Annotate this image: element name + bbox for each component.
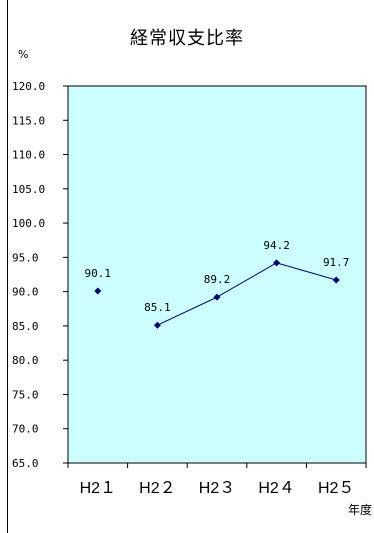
y-tick-label: 120.0 xyxy=(12,80,45,93)
y-tick-label: 80.0 xyxy=(12,354,39,367)
data-point-marker xyxy=(94,287,102,295)
data-label: 91.7 xyxy=(323,256,350,269)
data-series: 90.1 85.1 89.2 94.2 91.7 xyxy=(85,239,350,329)
data-point-marker xyxy=(332,276,340,284)
y-axis: 65.0 70.0 75.0 80.0 85.0 90.0 95.0 100.0 105.0 11… xyxy=(12,80,68,470)
x-axis-unit-label: 年度 xyxy=(348,503,373,517)
data-label: 89.2 xyxy=(204,273,231,286)
data-point-marker xyxy=(273,259,281,267)
y-tick-label: 75.0 xyxy=(12,388,39,401)
y-tick-label: 115.0 xyxy=(12,114,45,127)
data-point-marker xyxy=(153,321,161,329)
series-line-segment xyxy=(276,262,337,281)
y-tick-label: 95.0 xyxy=(12,251,39,264)
series-line-segment xyxy=(216,262,277,298)
x-category-label: H2３ xyxy=(199,480,235,497)
frame-left-border xyxy=(7,0,8,533)
x-category-label: H2１ xyxy=(80,480,116,497)
y-tick-label: 100.0 xyxy=(12,217,45,230)
chart-title: 経常収支比率 xyxy=(130,28,244,49)
y-axis-unit-label: % xyxy=(18,48,29,61)
data-label: 85.1 xyxy=(144,301,171,314)
x-category-label: H2５ xyxy=(318,480,354,497)
x-axis: H2１ H2２ H2３ H2４ H2５ xyxy=(67,463,367,497)
y-tick-label: 65.0 xyxy=(12,457,39,470)
y-tick-label: 90.0 xyxy=(12,286,39,299)
data-point-marker xyxy=(213,293,221,301)
data-label: 94.2 xyxy=(263,239,290,252)
y-tick-label: 110.0 xyxy=(12,149,45,162)
y-tick-label: 70.0 xyxy=(12,423,39,436)
x-category-label: H2４ xyxy=(258,480,294,497)
y-tick-label: 105.0 xyxy=(12,183,45,196)
x-category-label: H2２ xyxy=(139,480,175,497)
y-tick-label: 85.0 xyxy=(12,320,39,333)
series-line-segment xyxy=(157,296,218,326)
data-label: 90.1 xyxy=(85,267,112,280)
